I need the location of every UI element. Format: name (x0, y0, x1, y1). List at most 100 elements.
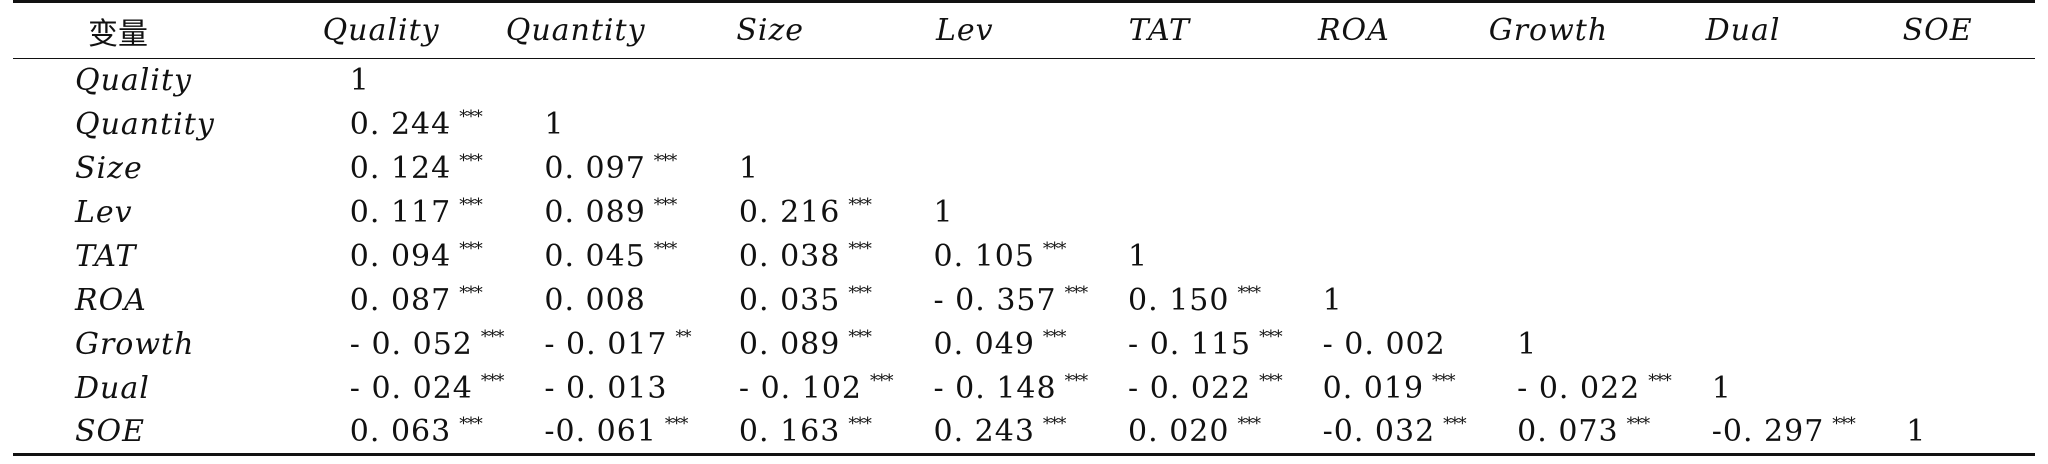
row-label: Dual (75, 371, 150, 406)
significance-stars: *** (653, 195, 677, 215)
table-cell (1257, 59, 1452, 103)
coefficient-value: 0. 038 (738, 239, 841, 274)
table-cell (673, 103, 868, 147)
significance-stars: *** (1064, 371, 1088, 391)
significance-stars: *** (848, 327, 871, 347)
coefficient-value: 1 (933, 195, 954, 230)
significance-stars: *** (1443, 414, 1466, 435)
column-header: SOE (1840, 0, 2035, 59)
table-cell (1257, 235, 1452, 279)
significance-stars: *** (1042, 239, 1066, 259)
significance-stars: *** (653, 151, 677, 171)
table-cell: 0. 038 *** (673, 235, 872, 279)
table-cell: - 0. 102 *** (673, 367, 894, 411)
coefficient-value: - 0. 102 (738, 371, 863, 406)
significance-stars: *** (1259, 327, 1282, 347)
row-label: Quantity (75, 107, 215, 142)
table-cell (1646, 235, 1841, 279)
table-cell: - 0. 115 *** (1062, 323, 1283, 367)
table-cell: 0. 216 *** (673, 191, 872, 235)
correlation-table: 变量 Quality Quantity Size Lev TAT ROA Gro… (13, 0, 2035, 456)
table-cell (1451, 59, 1646, 103)
column-header: Growth (1451, 0, 1646, 59)
table-cell (1840, 147, 2035, 191)
table-cell (1451, 147, 1646, 191)
coefficient-value: 0. 087 (349, 283, 452, 318)
table-row: Lev 0. 117 *** 0. 089 *** 0. 216 *** 1 (13, 191, 2035, 235)
header-row: 变量 Quality Quantity Size Lev TAT ROA Gro… (13, 0, 2035, 59)
table-cell: -0. 297 *** (1645, 410, 1856, 456)
coefficient-value: - 0. 017 (544, 327, 668, 362)
significance-stars: *** (848, 414, 871, 435)
row-label: Growth (75, 327, 195, 362)
table-cell: 1 (1062, 235, 1257, 279)
significance-stars: *** (848, 195, 871, 215)
significance-stars: *** (1432, 371, 1455, 391)
table-cell (1451, 235, 1646, 279)
table-cell: 0. 105 *** (867, 235, 1066, 279)
coefficient-value: 0. 045 (544, 239, 646, 274)
table-cell (1062, 59, 1257, 103)
significance-stars: *** (1042, 414, 1066, 435)
coefficient-value: 0. 035 (738, 283, 841, 318)
table-cell: -0. 032 *** (1256, 410, 1467, 456)
table-row: Size 0. 124 *** 0. 097 *** 1 (13, 147, 2035, 191)
table-cell: 1 (673, 147, 868, 191)
table-cell (867, 103, 1062, 147)
significance-stars: *** (1237, 414, 1260, 435)
column-header: ROA (1256, 0, 1452, 59)
table-row: Quality 1 (13, 59, 2035, 103)
coefficient-value: 0. 063 (349, 414, 452, 450)
row-label: Lev (75, 195, 133, 230)
coefficient-value: 0. 124 (349, 151, 452, 186)
table-cell (1646, 59, 1841, 103)
coefficient-value: 1 (738, 151, 760, 186)
significance-stars: *** (1064, 283, 1088, 303)
significance-stars: *** (653, 239, 677, 259)
column-header: TAT (1062, 0, 1257, 59)
coefficient-value: 1 (544, 107, 565, 142)
table-cell: 0. 049 *** (867, 323, 1066, 367)
table-cell (1257, 191, 1452, 235)
significance-stars: *** (480, 327, 504, 347)
table-row: Quantity 0. 244 *** 1 (13, 103, 2035, 147)
table-cell (1062, 191, 1257, 235)
significance-stars: ** (675, 327, 691, 347)
table-cell (1840, 279, 2035, 323)
table-cell: 1 (1840, 410, 2035, 456)
table-row: TAT 0. 094 *** 0. 045 *** 0. 038 *** 0. 105 *** 1 (13, 235, 2035, 279)
significance-stars: *** (1648, 371, 1671, 391)
row-label: Quality (75, 63, 192, 99)
significance-stars: *** (459, 239, 482, 259)
table-cell (867, 147, 1062, 191)
table-cell: 1 (284, 59, 479, 103)
table-cell: -0. 061 *** (478, 410, 688, 456)
table-cell (478, 59, 673, 103)
column-header: Quality (283, 0, 479, 59)
table-cell: 1 (1451, 323, 1646, 367)
table-body: Quality 1 Quantity 0. 244 *** 1 Size 0. 124 *** 0… (13, 59, 2035, 456)
column-header: Size (672, 0, 868, 59)
table-cell (1257, 103, 1452, 147)
table-cell (1062, 103, 1257, 147)
table-cell (1451, 191, 1646, 235)
coefficient-value: 0. 020 (1128, 414, 1230, 450)
table-row: Dual - 0. 024 *** - 0. 013- 0. 102 *** - 0. 1… (13, 367, 2035, 411)
table-cell: 0. 243 *** (867, 410, 1066, 456)
table-cell: - 0. 357 *** (867, 279, 1088, 323)
coefficient-value: 0. 089 (738, 327, 841, 362)
table-cell: 0. 019 *** (1257, 367, 1456, 411)
coefficient-value: 0. 008 (544, 283, 646, 318)
table-row: SOE 0. 063 *** -0. 061 *** 0. 163 *** 0. 243 ***… (13, 410, 2035, 456)
row-label: Size (75, 151, 143, 186)
coefficient-value: - 0. 022 (1517, 371, 1641, 406)
coefficient-value: - 0. 115 (1128, 327, 1252, 362)
table-cell (1646, 103, 1841, 147)
coefficient-value: 0. 049 (933, 327, 1035, 362)
coefficient-value: - 0. 052 (349, 327, 473, 362)
coefficient-value: 0. 094 (349, 239, 452, 274)
table-cell: 0. 008 (478, 279, 673, 323)
coefficient-value: - 0. 024 (349, 371, 473, 406)
table-row: Growth - 0. 052 *** - 0. 017 ** 0. 089 *** 0. 0… (13, 323, 2035, 367)
significance-stars: *** (848, 239, 871, 259)
